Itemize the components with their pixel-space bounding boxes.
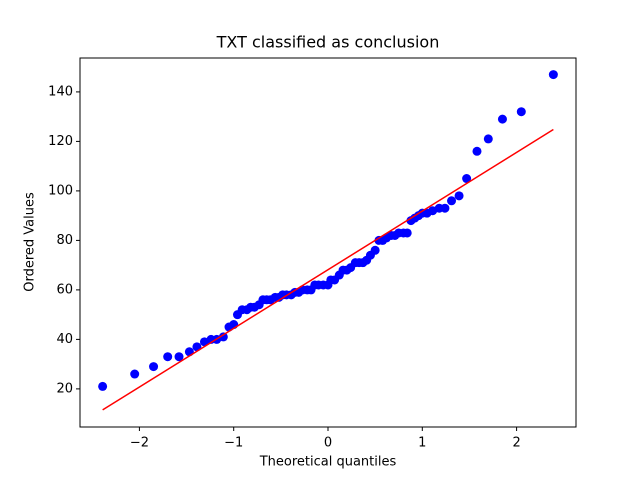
x-tick-label: 2	[512, 436, 520, 451]
point	[130, 369, 140, 379]
point	[218, 332, 228, 342]
y-tick-label: 20	[56, 381, 73, 396]
x-tick-label: −1	[224, 436, 243, 451]
point	[149, 362, 159, 372]
point	[447, 196, 457, 206]
point	[497, 114, 507, 124]
y-tick-label: 100	[48, 183, 73, 198]
x-tick-label: 1	[418, 436, 426, 451]
x-axis-label: Theoretical quantiles	[259, 455, 397, 470]
y-axis-label: Ordered Values	[23, 192, 38, 292]
point	[98, 381, 108, 391]
x-tick-label: −2	[130, 436, 149, 451]
chart-title: TXT classified as conclusion	[216, 33, 440, 52]
point	[516, 107, 526, 117]
y-tick-label: 80	[56, 233, 73, 248]
point	[163, 352, 173, 362]
y-tick-label: 60	[56, 282, 73, 297]
y-tick-label: 40	[56, 332, 73, 347]
plot-frame	[79, 57, 577, 428]
point	[370, 245, 380, 255]
point	[548, 70, 558, 80]
point	[454, 191, 464, 201]
point	[483, 134, 493, 144]
fit-line	[102, 128, 554, 411]
point	[184, 347, 194, 357]
point	[462, 174, 472, 184]
point	[472, 146, 482, 156]
point	[440, 203, 450, 213]
y-tick-label: 120	[48, 134, 73, 149]
point	[174, 352, 184, 362]
x-tick-label: 0	[324, 436, 332, 451]
y-tick-label: 140	[48, 84, 73, 99]
point	[402, 228, 412, 238]
